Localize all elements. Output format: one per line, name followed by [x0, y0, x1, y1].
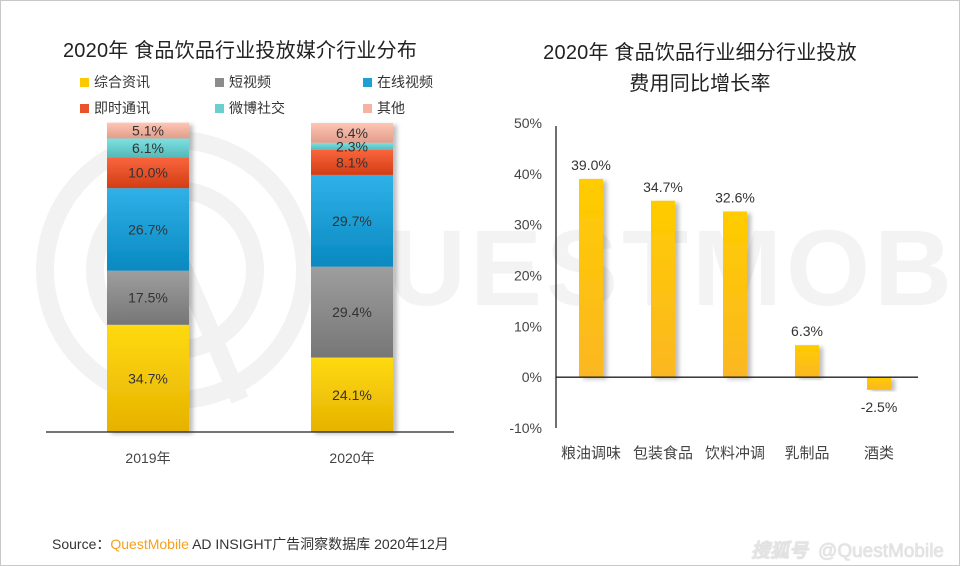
data-label: 5.1% [132, 123, 164, 139]
legend-label: 在线视频 [377, 74, 433, 90]
bar-segment [311, 142, 393, 150]
legend-item: 即时通讯 [80, 98, 215, 118]
stacked-bar [311, 123, 393, 432]
x-tick-label: 包装食品 [633, 445, 693, 462]
left-chart-title: 2020年 食品饮品行业投放媒介行业分布 [62, 40, 418, 62]
x-tick-label: 饮料冲调 [705, 445, 765, 462]
bar [723, 211, 747, 378]
data-label: 6.1% [132, 140, 164, 156]
footer-watermark: 搜狐号 @QuestMobile [751, 536, 944, 563]
legend-swatch [363, 77, 372, 87]
legend-swatch [363, 103, 372, 113]
data-label: 17.5% [128, 290, 168, 306]
x-tick-label: 2020年 [329, 450, 374, 466]
bar-segment [311, 266, 393, 358]
legend-label: 微博社交 [229, 100, 285, 116]
sohu-logo: 搜狐号 [751, 541, 809, 562]
legend-label: 短视频 [229, 74, 271, 90]
legend-item: 其他 [363, 98, 463, 118]
data-label: 8.1% [336, 154, 368, 170]
y-tick-label: 30% [514, 217, 542, 233]
bar-segment [311, 149, 393, 175]
legend-item: 微博社交 [215, 98, 363, 118]
source-brand: QuestMobile [110, 536, 189, 552]
source-rest: AD INSIGHT广告洞察数据库 2020年12月 [188, 536, 449, 552]
bar-segment [311, 174, 393, 267]
legend-label: 其他 [377, 100, 405, 116]
bar [651, 200, 675, 378]
bar-segment [107, 122, 189, 139]
y-tick-label: -10% [509, 420, 542, 436]
bar-segment [107, 157, 189, 189]
data-label: 2.3% [336, 138, 368, 154]
bar-segment [311, 357, 393, 432]
source-note: Source：QuestMobile AD INSIGHT广告洞察数据库 202… [52, 534, 449, 554]
data-label: 10.0% [128, 165, 168, 181]
bar [795, 345, 819, 378]
bar-segment [107, 324, 189, 432]
source-prefix: Source： [52, 536, 111, 552]
stacked-bar [107, 122, 189, 432]
data-label: 34.7% [643, 179, 683, 195]
legend-swatch [80, 103, 89, 113]
legend-label: 即时通讯 [94, 100, 150, 116]
legend-item: 在线视频 [363, 72, 463, 92]
y-tick-label: 20% [514, 268, 542, 284]
right-chart-title-line-1: 2020年 食品饮品行业细分行业投放 [543, 42, 857, 64]
legend-item: 综合资讯 [80, 72, 215, 92]
growth-bar-chart: 50% 40% 30% 20% 10% 0% -10% 39.0% 粮油调味 34.7% 包装食品 3… [509, 115, 918, 462]
legend-swatch [215, 77, 224, 87]
data-label: 26.7% [128, 221, 168, 237]
x-tick-label: 酒类 [864, 445, 894, 462]
data-label: 29.7% [332, 213, 372, 229]
right-chart-title: 2020年 食品饮品行业细分行业投放 费用同比增长率 [490, 38, 910, 100]
data-label: 39.0% [571, 157, 611, 173]
y-tick-label: 50% [514, 115, 542, 131]
bar [579, 178, 603, 378]
bar-segment [107, 188, 189, 271]
x-tick-label: 乳制品 [784, 445, 829, 462]
data-label: 29.4% [332, 304, 372, 320]
legend-label: 综合资讯 [94, 74, 150, 90]
bar-segment [311, 123, 393, 143]
legend-item: 短视频 [215, 72, 363, 92]
x-tick-label: 粮油调味 [561, 445, 621, 462]
data-label: 32.6% [715, 189, 755, 205]
watermark-handle: @QuestMobile [818, 541, 944, 562]
x-tick-label: 2019年 [125, 450, 170, 466]
y-tick-label: 10% [514, 318, 542, 334]
left-chart-legend: 综合资讯 短视频 在线视频即时通讯 微博社交 其他 [80, 72, 440, 118]
stacked-bar-chart: 34.7% 17.5% 26.7% 10.0% 6.1%5.1% 2019年 24.1% 29… [46, 122, 454, 466]
y-tick-label: 0% [522, 369, 542, 385]
legend-swatch [80, 77, 89, 87]
data-label: 6.4% [336, 125, 368, 141]
bar-segment [107, 138, 189, 158]
data-label: 34.7% [128, 370, 168, 386]
bar [867, 377, 891, 390]
bar-segment [107, 270, 189, 325]
y-tick-label: 40% [514, 166, 542, 182]
data-label: 6.3% [791, 323, 823, 339]
data-label: 24.1% [332, 387, 372, 403]
right-chart-title-line-2: 费用同比增长率 [629, 73, 771, 95]
data-label: -2.5% [861, 399, 898, 415]
legend-swatch [215, 103, 224, 113]
